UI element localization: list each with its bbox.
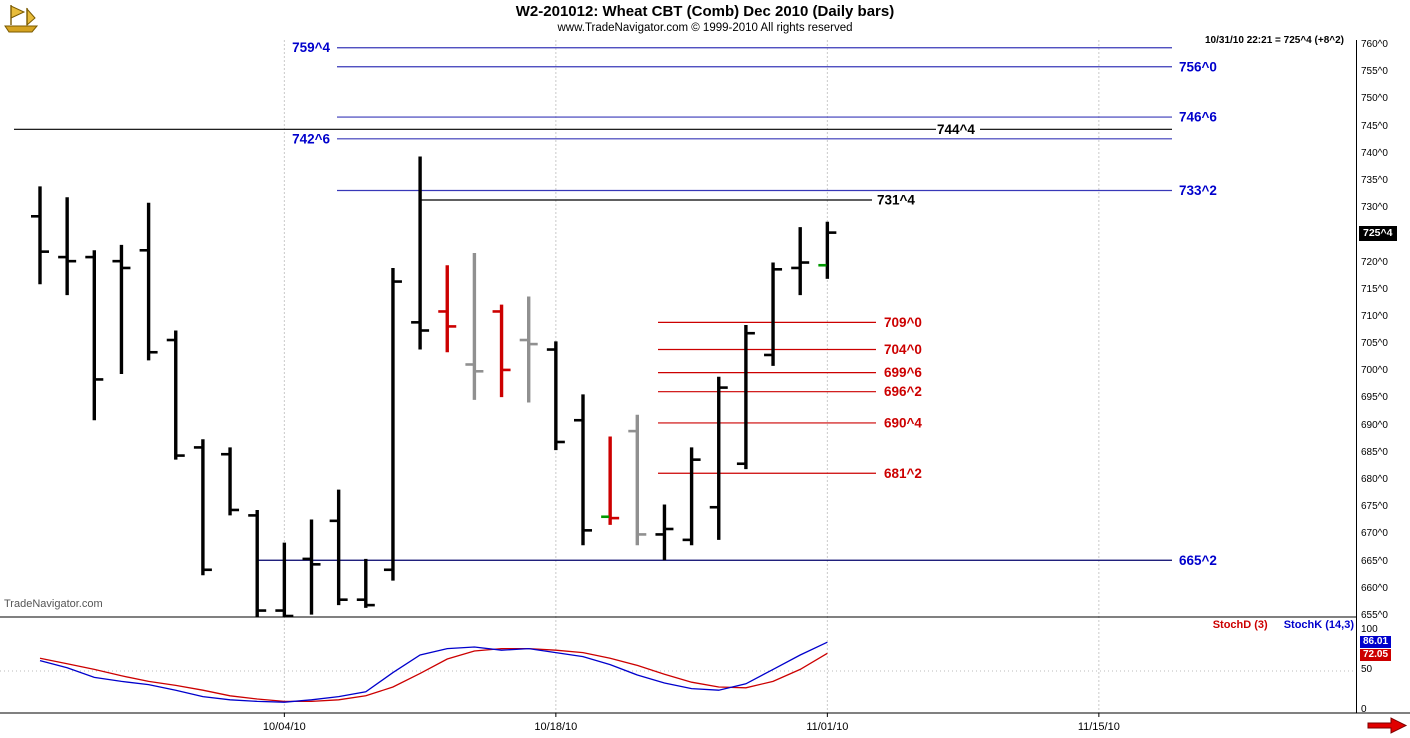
stoch-axis-label: 0 xyxy=(1361,704,1367,715)
chart-title: W2-201012: Wheat CBT (Comb) Dec 2010 (Da… xyxy=(515,3,895,20)
price-axis-label: 685^0 xyxy=(1361,446,1388,458)
level-label: 731^4 xyxy=(877,192,915,207)
level-label-bg xyxy=(1178,58,1222,75)
level-label: 733^2 xyxy=(1179,183,1217,198)
price-axis-label: 745^0 xyxy=(1361,120,1388,132)
level-label: 742^6 xyxy=(292,131,330,146)
stoch-axis-label: 100 xyxy=(1361,624,1378,635)
price-axis-label: 695^0 xyxy=(1361,392,1388,404)
level-label: 756^0 xyxy=(1179,59,1217,74)
level-label-bg xyxy=(936,121,980,138)
level-label: 699^6 xyxy=(884,365,922,380)
level-label-bg xyxy=(883,465,927,482)
level-label-bg xyxy=(1178,552,1222,569)
date-axis-label: 10/18/10 xyxy=(534,721,578,733)
stochk-legend-label: StochK (14,3) xyxy=(1283,619,1354,631)
price-axis-label: 740^0 xyxy=(1361,147,1388,159)
level-label: 759^4 xyxy=(292,40,330,55)
price-axis-label: 690^0 xyxy=(1361,419,1388,431)
price-axis-label: 675^0 xyxy=(1361,501,1388,513)
level-label-bg xyxy=(876,191,920,208)
scroll-right-button[interactable] xyxy=(1366,717,1408,734)
stochastic-legend: StochD (3) StochK (14,3) xyxy=(1213,619,1354,631)
level-label: 709^0 xyxy=(884,315,922,330)
last-quote-info: 10/31/10 22:21 = 725^4 (+8^2) xyxy=(1204,35,1344,46)
price-axis-label: 700^0 xyxy=(1361,365,1388,377)
level-label: 681^2 xyxy=(884,466,922,481)
tradenavigator-logo-icon xyxy=(4,5,39,33)
level-label-bg xyxy=(883,383,927,400)
level-label: 665^2 xyxy=(1179,553,1217,568)
date-axis-label: 10/04/10 xyxy=(262,721,306,733)
date-axis-label: 11/15/10 xyxy=(1077,721,1120,733)
level-label-bg xyxy=(883,341,927,358)
price-axis-label: 755^0 xyxy=(1361,66,1388,78)
level-label: 744^4 xyxy=(937,122,975,137)
level-label: 704^0 xyxy=(884,342,922,357)
level-label-bg xyxy=(883,414,927,431)
price-axis-label: 710^0 xyxy=(1361,310,1388,322)
stochk-value-badge: 86.01 xyxy=(1360,636,1392,648)
price-axis-label: 680^0 xyxy=(1361,474,1388,486)
price-axis-label: 760^0 xyxy=(1361,39,1388,50)
price-axis-label: 730^0 xyxy=(1361,202,1388,214)
date-axis-label: 11/01/10 xyxy=(806,721,849,733)
stochd-line xyxy=(39,647,828,703)
level-label-bg xyxy=(883,314,927,331)
level-label-bg xyxy=(286,39,330,56)
watermark: TradeNavigator.com xyxy=(4,598,103,610)
stochk-line xyxy=(39,641,828,703)
level-label-bg xyxy=(1178,109,1222,126)
price-axis-label: 720^0 xyxy=(1361,256,1388,268)
price-axis-label: 665^0 xyxy=(1361,555,1388,567)
price-axis-label: 705^0 xyxy=(1361,338,1388,350)
stochd-legend-label: StochD (3) xyxy=(1212,619,1268,631)
level-label-bg xyxy=(1178,182,1222,199)
level-label: 690^4 xyxy=(884,415,922,430)
stoch-axis-label: 50 xyxy=(1361,664,1373,675)
price-axis-label: 715^0 xyxy=(1361,283,1388,295)
level-label-bg xyxy=(286,130,330,147)
stochd-value-badge: 72.05 xyxy=(1360,649,1392,661)
price-axis-label: 750^0 xyxy=(1361,93,1388,105)
chart-subtitle: www.TradeNavigator.com © 1999-2010 All r… xyxy=(557,22,853,34)
level-label: 746^6 xyxy=(1179,110,1217,125)
level-label-bg xyxy=(883,364,927,381)
price-axis-label: 735^0 xyxy=(1361,174,1388,186)
price-axis-label: 670^0 xyxy=(1361,528,1388,540)
price-axis-label: 660^0 xyxy=(1361,582,1388,594)
level-label: 696^2 xyxy=(884,384,922,399)
current-price-marker: 725^4 xyxy=(1359,226,1397,241)
price-axis-label: 655^0 xyxy=(1361,610,1388,621)
scroll-right-arrow-icon xyxy=(1367,717,1408,734)
